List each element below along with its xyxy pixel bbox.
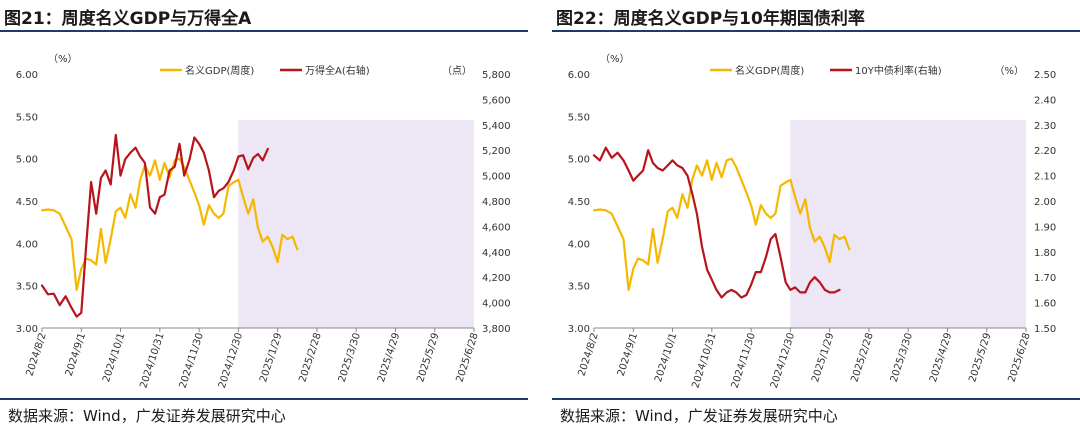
series-line-secondary <box>592 146 841 299</box>
x-tick-label: 2025/5/29 <box>415 332 441 384</box>
chart-title: 图22：周度名义GDP与10年期国债利率 <box>556 9 865 29</box>
x-tick-label: 2025/3/30 <box>889 332 915 384</box>
right-tick-label: 5,400 <box>482 121 511 132</box>
left-tick-label: 5.50 <box>568 112 590 123</box>
right-tick-label: 3,800 <box>482 324 511 335</box>
x-tick-label: 2025/5/29 <box>967 332 993 384</box>
x-tick-label: 2024/11/30 <box>730 332 758 390</box>
shaded-period <box>238 120 474 328</box>
x-tick-label: 2024/9/1 <box>64 332 88 378</box>
legend-label: 名义GDP(周度) <box>185 64 254 77</box>
series-line-secondary <box>40 133 269 318</box>
title-rule <box>0 30 528 32</box>
left-tick-label: 3.50 <box>568 282 590 293</box>
x-tick-label: 2025/2/28 <box>297 332 323 384</box>
chart-panel-right: 图22：周度名义GDP与10年期国债利率 3.00 3.50 4.00 4.50 5.0… <box>552 0 1080 436</box>
left-tick-label: 5.50 <box>16 112 38 123</box>
right-tick-label: 1.60 <box>1034 299 1056 310</box>
x-tick-label: 2025/4/29 <box>376 332 402 384</box>
left-tick-label: 3.50 <box>16 282 38 293</box>
x-tick-label: 2024/12/30 <box>769 332 797 390</box>
left-tick-label: 4.50 <box>568 197 590 208</box>
right-tick-label: 5,600 <box>482 95 511 106</box>
right-tick-label: 4,200 <box>482 273 511 284</box>
right-tick-label: 2.10 <box>1034 172 1056 183</box>
chart-title: 图21：周度名义GDP与万得全A <box>4 9 252 29</box>
right-tick-label: 4,800 <box>482 197 511 208</box>
x-tick-label: 2025/6/28 <box>455 332 481 384</box>
shaded-period <box>790 120 1026 328</box>
right-tick-label: 4,400 <box>482 248 511 259</box>
source-note: 数据来源：Wind，广发证券发展研究中心 <box>560 407 838 425</box>
left-unit-label: （%） <box>48 53 78 65</box>
right-tick-label: 1.70 <box>1034 273 1056 284</box>
legend-label: 10Y中债利率(右轴) <box>855 64 942 77</box>
right-unit-label: （点） <box>442 65 472 77</box>
left-tick-label: 5.00 <box>16 155 38 166</box>
left-unit-label: （%） <box>600 53 630 65</box>
x-tick-label: 2024/10/31 <box>138 332 166 390</box>
left-tick-label: 3.00 <box>16 324 38 335</box>
right-tick-label: 2.40 <box>1034 95 1056 106</box>
x-tick-label: 2024/11/30 <box>178 332 206 390</box>
left-tick-label: 5.00 <box>568 155 590 166</box>
right-tick-label: 1.90 <box>1034 222 1056 233</box>
series-line-gdp <box>592 157 851 291</box>
x-tick-label: 2024/8/2 <box>577 332 601 378</box>
right-tick-label: 1.80 <box>1034 248 1056 259</box>
left-tick-label: 3.00 <box>568 324 590 335</box>
source-note: 数据来源：Wind，广发证券发展研究中心 <box>8 407 286 425</box>
left-tick-label: 4.50 <box>16 197 38 208</box>
chart-area: 3.00 3.50 4.00 4.50 5.00 5.50 6.00 3,800 4,000 4,… <box>16 53 511 390</box>
right-tick-label: 2.00 <box>1034 197 1056 208</box>
right-unit-label: （%） <box>994 65 1024 77</box>
source-rule <box>552 398 1080 400</box>
chart-panel-left: 图21：周度名义GDP与万得全A 3.00 3.50 4.00 4.50 5.00 5.5… <box>0 0 528 436</box>
legend-label: 名义GDP(周度) <box>735 64 804 77</box>
x-tick-label: 2025/4/29 <box>928 332 954 384</box>
right-tick-label: 5,200 <box>482 146 511 157</box>
x-tick-label: 2025/1/29 <box>258 332 284 384</box>
right-tick-label: 2.30 <box>1034 121 1056 132</box>
x-tick-label: 2024/9/1 <box>616 332 640 378</box>
x-tick-label: 2025/6/28 <box>1007 332 1033 384</box>
chart-area: 3.00 3.50 4.00 4.50 5.00 5.50 6.00 1.50 1.60 1.70… <box>568 53 1057 390</box>
x-tick-label: 2024/10/1 <box>101 332 127 384</box>
title-rule <box>552 30 1080 32</box>
legend-label: 万得全A(右轴) <box>305 64 370 77</box>
x-tick-label: 2024/8/2 <box>25 332 49 378</box>
left-tick-label: 4.00 <box>16 239 38 250</box>
left-tick-label: 6.00 <box>568 70 590 81</box>
x-tick-label: 2025/1/29 <box>810 332 836 384</box>
right-tick-label: 2.20 <box>1034 146 1056 157</box>
right-tick-label: 5,000 <box>482 172 511 183</box>
right-tick-label: 1.50 <box>1034 324 1056 335</box>
x-tick-label: 2025/2/28 <box>849 332 875 384</box>
right-tick-label: 2.50 <box>1034 70 1056 81</box>
x-tick-label: 2024/10/31 <box>690 332 718 390</box>
left-tick-label: 4.00 <box>568 239 590 250</box>
right-tick-label: 4,000 <box>482 299 511 310</box>
x-tick-label: 2024/12/30 <box>217 332 245 390</box>
x-tick-label: 2024/10/1 <box>653 332 679 384</box>
source-rule <box>0 398 528 400</box>
right-tick-label: 5,800 <box>482 70 511 81</box>
left-tick-label: 6.00 <box>16 70 38 81</box>
right-tick-label: 4,600 <box>482 222 511 233</box>
x-tick-label: 2025/3/30 <box>337 332 363 384</box>
